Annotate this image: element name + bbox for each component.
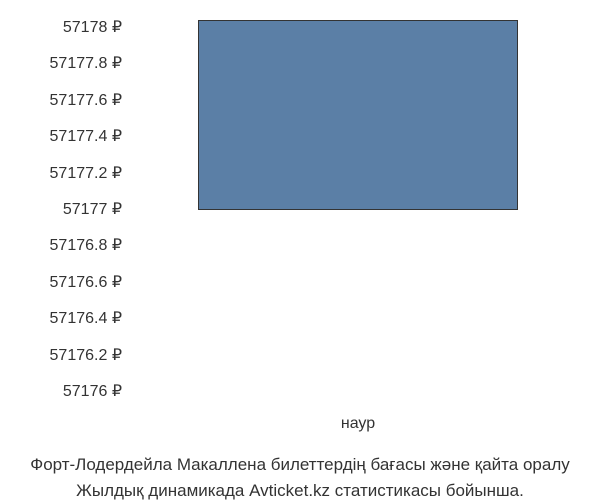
y-tick: 57177.2 ₽ [0, 166, 122, 182]
y-tick: 57177 ₽ [0, 202, 122, 218]
y-tick: 57177.4 ₽ [0, 129, 122, 145]
caption-line-1: Форт-Лодердейла Макаллена билеттердің ба… [5, 452, 595, 478]
y-tick: 57176.6 ₽ [0, 275, 122, 291]
chart-container: 57178 ₽ 57177.8 ₽ 57177.6 ₽ 57177.4 ₽ 57… [0, 10, 600, 410]
x-axis: наур [130, 410, 600, 440]
plot-inner [140, 20, 570, 400]
y-axis: 57178 ₽ 57177.8 ₽ 57177.6 ₽ 57177.4 ₽ 57… [0, 10, 130, 410]
y-tick: 57177.8 ₽ [0, 56, 122, 72]
y-tick: 57177.6 ₽ [0, 93, 122, 109]
y-tick: 57176.2 ₽ [0, 348, 122, 364]
x-tick: наур [198, 415, 518, 433]
caption-line-2: Жылдық динамикада Avticket.kz статистика… [5, 478, 595, 503]
data-bar [198, 20, 518, 210]
y-tick: 57176.4 ₽ [0, 311, 122, 327]
y-tick: 57178 ₽ [0, 20, 122, 36]
chart-caption: Форт-Лодердейла Макаллена билеттердің ба… [0, 452, 600, 503]
y-tick: 57176.8 ₽ [0, 238, 122, 254]
y-tick: 57176 ₽ [0, 384, 122, 400]
plot-area [130, 10, 600, 410]
